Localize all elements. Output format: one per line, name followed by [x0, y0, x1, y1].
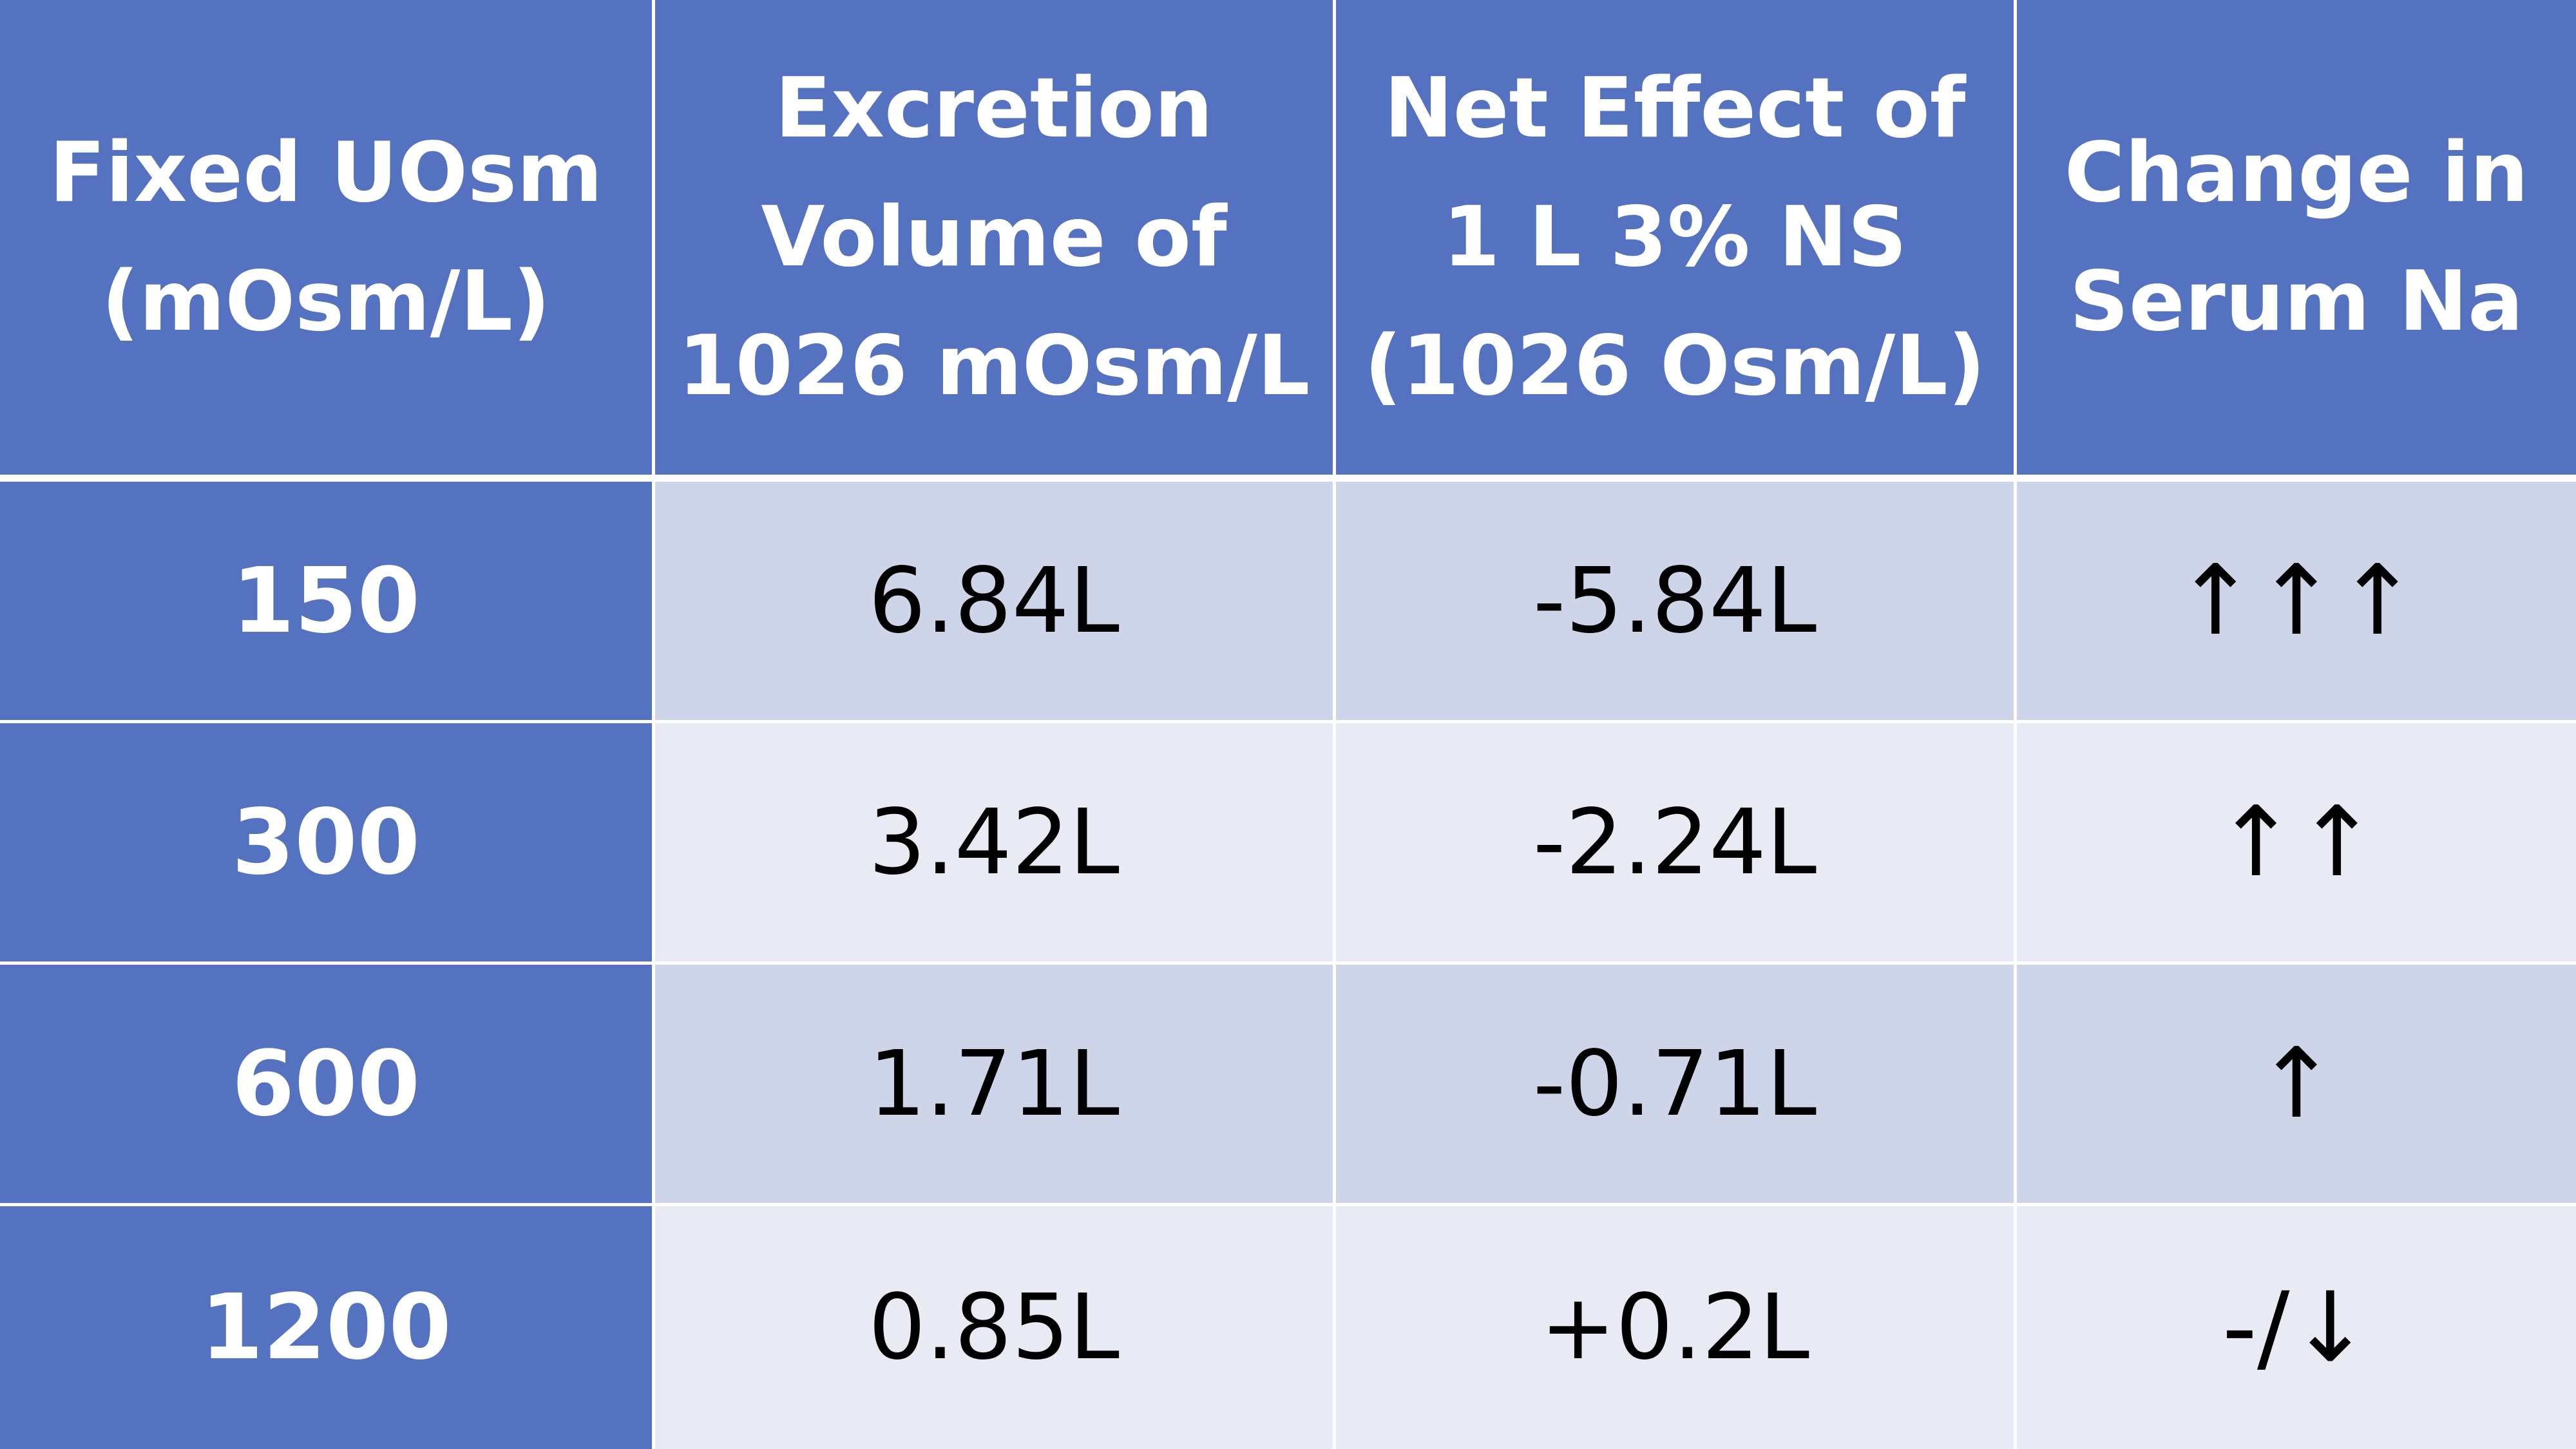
row-4-uosm: 1200 [0, 1206, 655, 1449]
row-3-change: ↑ [2017, 965, 2576, 1206]
row-3-net-effect: -0.71L [1336, 965, 2017, 1206]
row-4-excretion: 0.85L [655, 1206, 1336, 1449]
row-2-uosm: 300 [0, 723, 655, 965]
row-3-uosm: 600 [0, 965, 655, 1206]
row-1-excretion: 6.84L [655, 482, 1336, 723]
header-excretion-volume: Excretion Volume of 1026 mOsm/L [655, 0, 1336, 482]
row-3-excretion: 1.71L [655, 965, 1336, 1206]
header-change-serum-na: Change in Serum Na [2017, 0, 2576, 482]
header-net-effect: Net Effect of 1 L 3% NS (1026 Osm/L) [1336, 0, 2017, 482]
row-2-net-effect: -2.24L [1336, 723, 2017, 965]
row-1-net-effect: -5.84L [1336, 482, 2017, 723]
row-1-change: ↑↑↑ [2017, 482, 2576, 723]
row-4-change: -/↓ [2017, 1206, 2576, 1449]
header-fixed-uosm: Fixed UOsm (mOsm/L) [0, 0, 655, 482]
row-2-excretion: 3.42L [655, 723, 1336, 965]
row-2-change: ↑↑ [2017, 723, 2576, 965]
row-1-uosm: 150 [0, 482, 655, 723]
row-4-net-effect: +0.2L [1336, 1206, 2017, 1449]
